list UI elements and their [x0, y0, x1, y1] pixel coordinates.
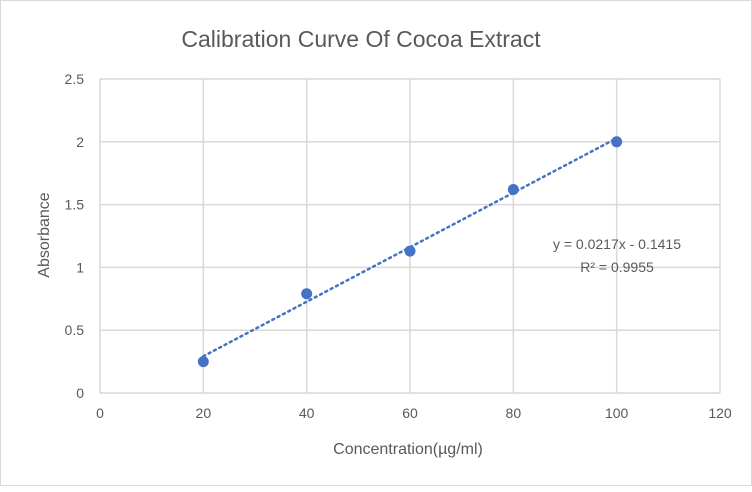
x-axis-label: Concentration(µg/ml) [333, 441, 483, 458]
trendline-r-squared: R² = 0.9955 [580, 259, 654, 275]
trendline-equation: y = 0.0217x - 0.1415 [553, 236, 681, 252]
data-point [301, 288, 313, 300]
y-tick-label: 0.5 [65, 322, 85, 338]
y-tick-label: 2 [76, 134, 84, 150]
y-tick-label: 2.5 [65, 71, 85, 87]
data-point [507, 184, 519, 196]
x-tick-label: 80 [506, 405, 522, 421]
x-tick-label: 40 [299, 405, 315, 421]
data-point [404, 245, 416, 257]
x-tick-label: 20 [196, 405, 212, 421]
data-point [197, 356, 209, 368]
x-tick-label: 120 [708, 405, 732, 421]
y-tick-label: 1 [76, 259, 84, 275]
y-axis-label: Absorbance [36, 192, 53, 277]
x-tick-label: 0 [96, 405, 104, 421]
x-tick-label: 100 [605, 405, 629, 421]
chart-title: Calibration Curve Of Cocoa Extract [181, 26, 541, 52]
y-tick-label: 0 [76, 385, 84, 401]
x-tick-label: 60 [402, 405, 418, 421]
data-point [611, 136, 623, 148]
y-tick-label: 1.5 [65, 197, 85, 213]
